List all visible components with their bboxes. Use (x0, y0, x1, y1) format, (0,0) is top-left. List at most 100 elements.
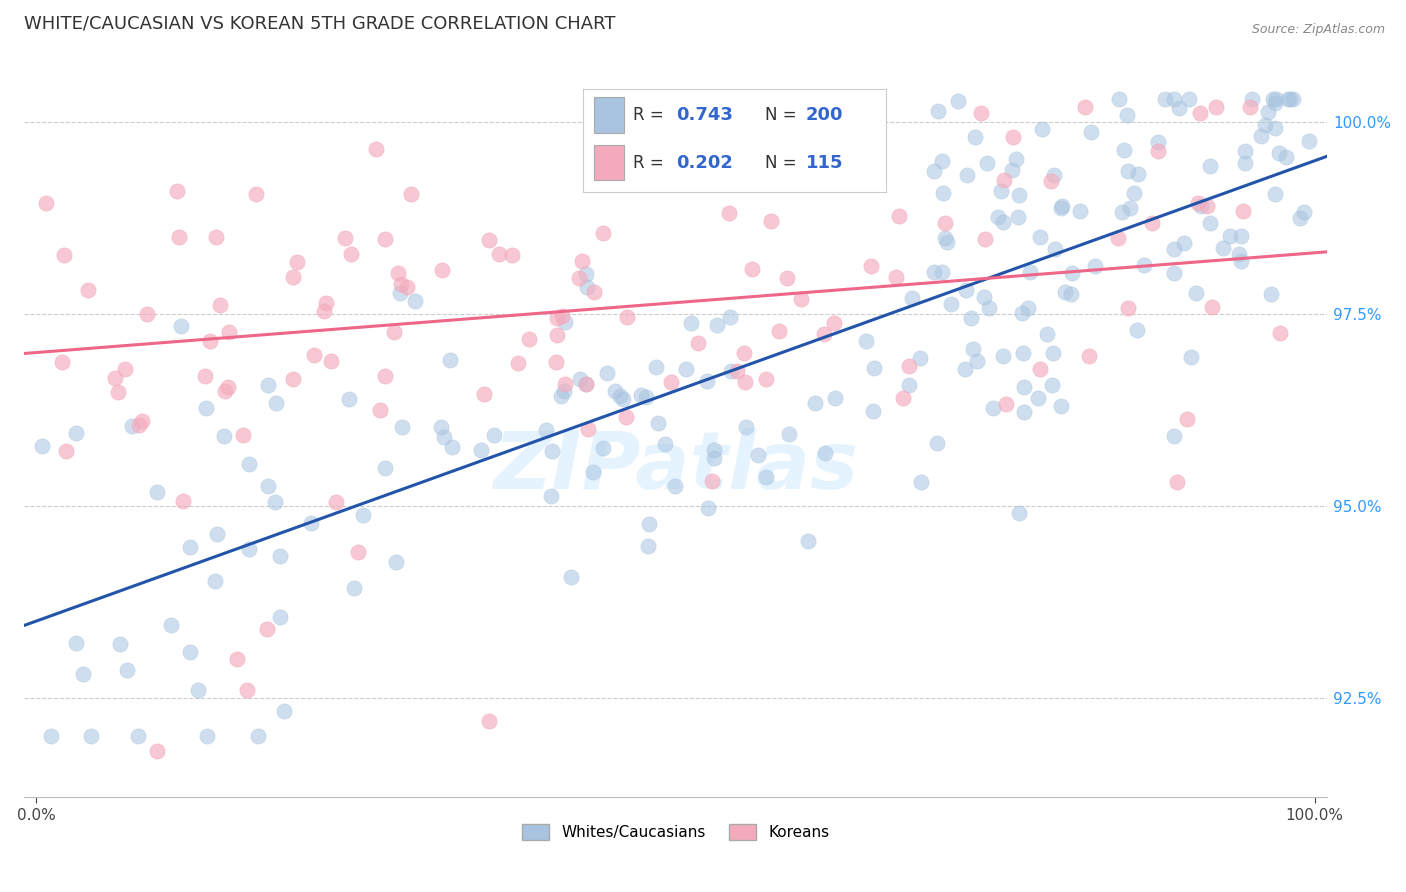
Point (550, 389, 572, 403)
Point (993, 172, 1015, 186)
Point (273, 705, 295, 719)
Point (1154, 92, 1177, 106)
Point (1175, 412, 1198, 426)
Point (1043, 242, 1066, 256)
Point (76, 283, 98, 297)
Point (1029, 230, 1052, 244)
Point (927, 104, 949, 119)
Point (1289, 211, 1312, 226)
Point (340, 247, 363, 261)
Text: 0.202: 0.202 (676, 153, 733, 171)
Text: N =: N = (765, 106, 801, 124)
Point (1281, 92, 1303, 106)
Point (931, 265, 953, 279)
Point (108, 637, 131, 651)
Point (1178, 92, 1201, 106)
Point (65, 425, 87, 440)
Point (934, 230, 956, 244)
Point (374, 461, 396, 475)
Point (569, 372, 592, 386)
Point (778, 426, 800, 441)
Point (1298, 134, 1320, 148)
Point (1205, 100, 1227, 114)
Point (546, 310, 568, 325)
Point (574, 376, 596, 391)
Point (1250, 128, 1272, 143)
Point (1199, 159, 1222, 173)
Point (697, 500, 720, 515)
Point (592, 226, 614, 240)
Point (1185, 286, 1208, 301)
Point (761, 214, 783, 228)
Point (441, 440, 464, 454)
Point (1116, 301, 1139, 316)
Point (128, 418, 150, 433)
Point (718, 310, 741, 324)
Point (314, 303, 336, 318)
Point (104, 370, 127, 384)
Point (1257, 105, 1279, 120)
Point (540, 489, 562, 503)
Point (470, 443, 492, 458)
Point (824, 391, 846, 405)
Point (169, 230, 191, 244)
Point (382, 325, 405, 339)
Point (1116, 108, 1139, 122)
Point (55, 444, 77, 458)
Point (1008, 187, 1031, 202)
Point (1062, 266, 1084, 280)
Point (1017, 301, 1039, 315)
Point (1173, 235, 1195, 250)
Point (1268, 326, 1291, 341)
Point (813, 326, 835, 341)
Point (1212, 241, 1234, 255)
Point (238, 457, 260, 471)
Point (285, 255, 308, 269)
Point (115, 663, 138, 677)
Point (35, 195, 58, 210)
Point (299, 516, 322, 531)
Point (725, 364, 748, 378)
Point (1039, 174, 1062, 188)
Point (596, 366, 619, 380)
Point (897, 359, 920, 374)
Point (1035, 327, 1057, 342)
Point (664, 478, 686, 492)
Point (901, 291, 924, 305)
Point (226, 652, 249, 666)
Point (636, 390, 658, 404)
Point (179, 645, 201, 659)
Point (1059, 286, 1081, 301)
Point (257, 378, 280, 392)
Point (576, 422, 599, 436)
Point (387, 266, 409, 280)
Point (647, 416, 669, 430)
Point (1133, 258, 1156, 272)
Point (269, 610, 291, 624)
Text: R =: R = (633, 106, 669, 124)
Point (1201, 300, 1223, 314)
Point (946, 94, 969, 108)
Point (887, 209, 910, 223)
Point (970, 106, 993, 120)
Point (910, 475, 932, 490)
Point (1112, 144, 1135, 158)
Point (931, 186, 953, 200)
Point (1263, 92, 1285, 106)
Point (1240, 92, 1263, 106)
Point (72, 666, 94, 681)
Point (638, 517, 661, 532)
Point (575, 267, 598, 281)
Point (31, 439, 53, 453)
Point (1230, 254, 1253, 268)
Point (342, 581, 364, 595)
Point (1107, 231, 1129, 245)
Point (256, 622, 278, 636)
Point (1084, 259, 1107, 273)
Point (855, 334, 877, 348)
Point (478, 714, 501, 728)
Point (675, 362, 697, 376)
Point (860, 259, 883, 273)
Point (146, 744, 169, 758)
Point (430, 420, 453, 434)
